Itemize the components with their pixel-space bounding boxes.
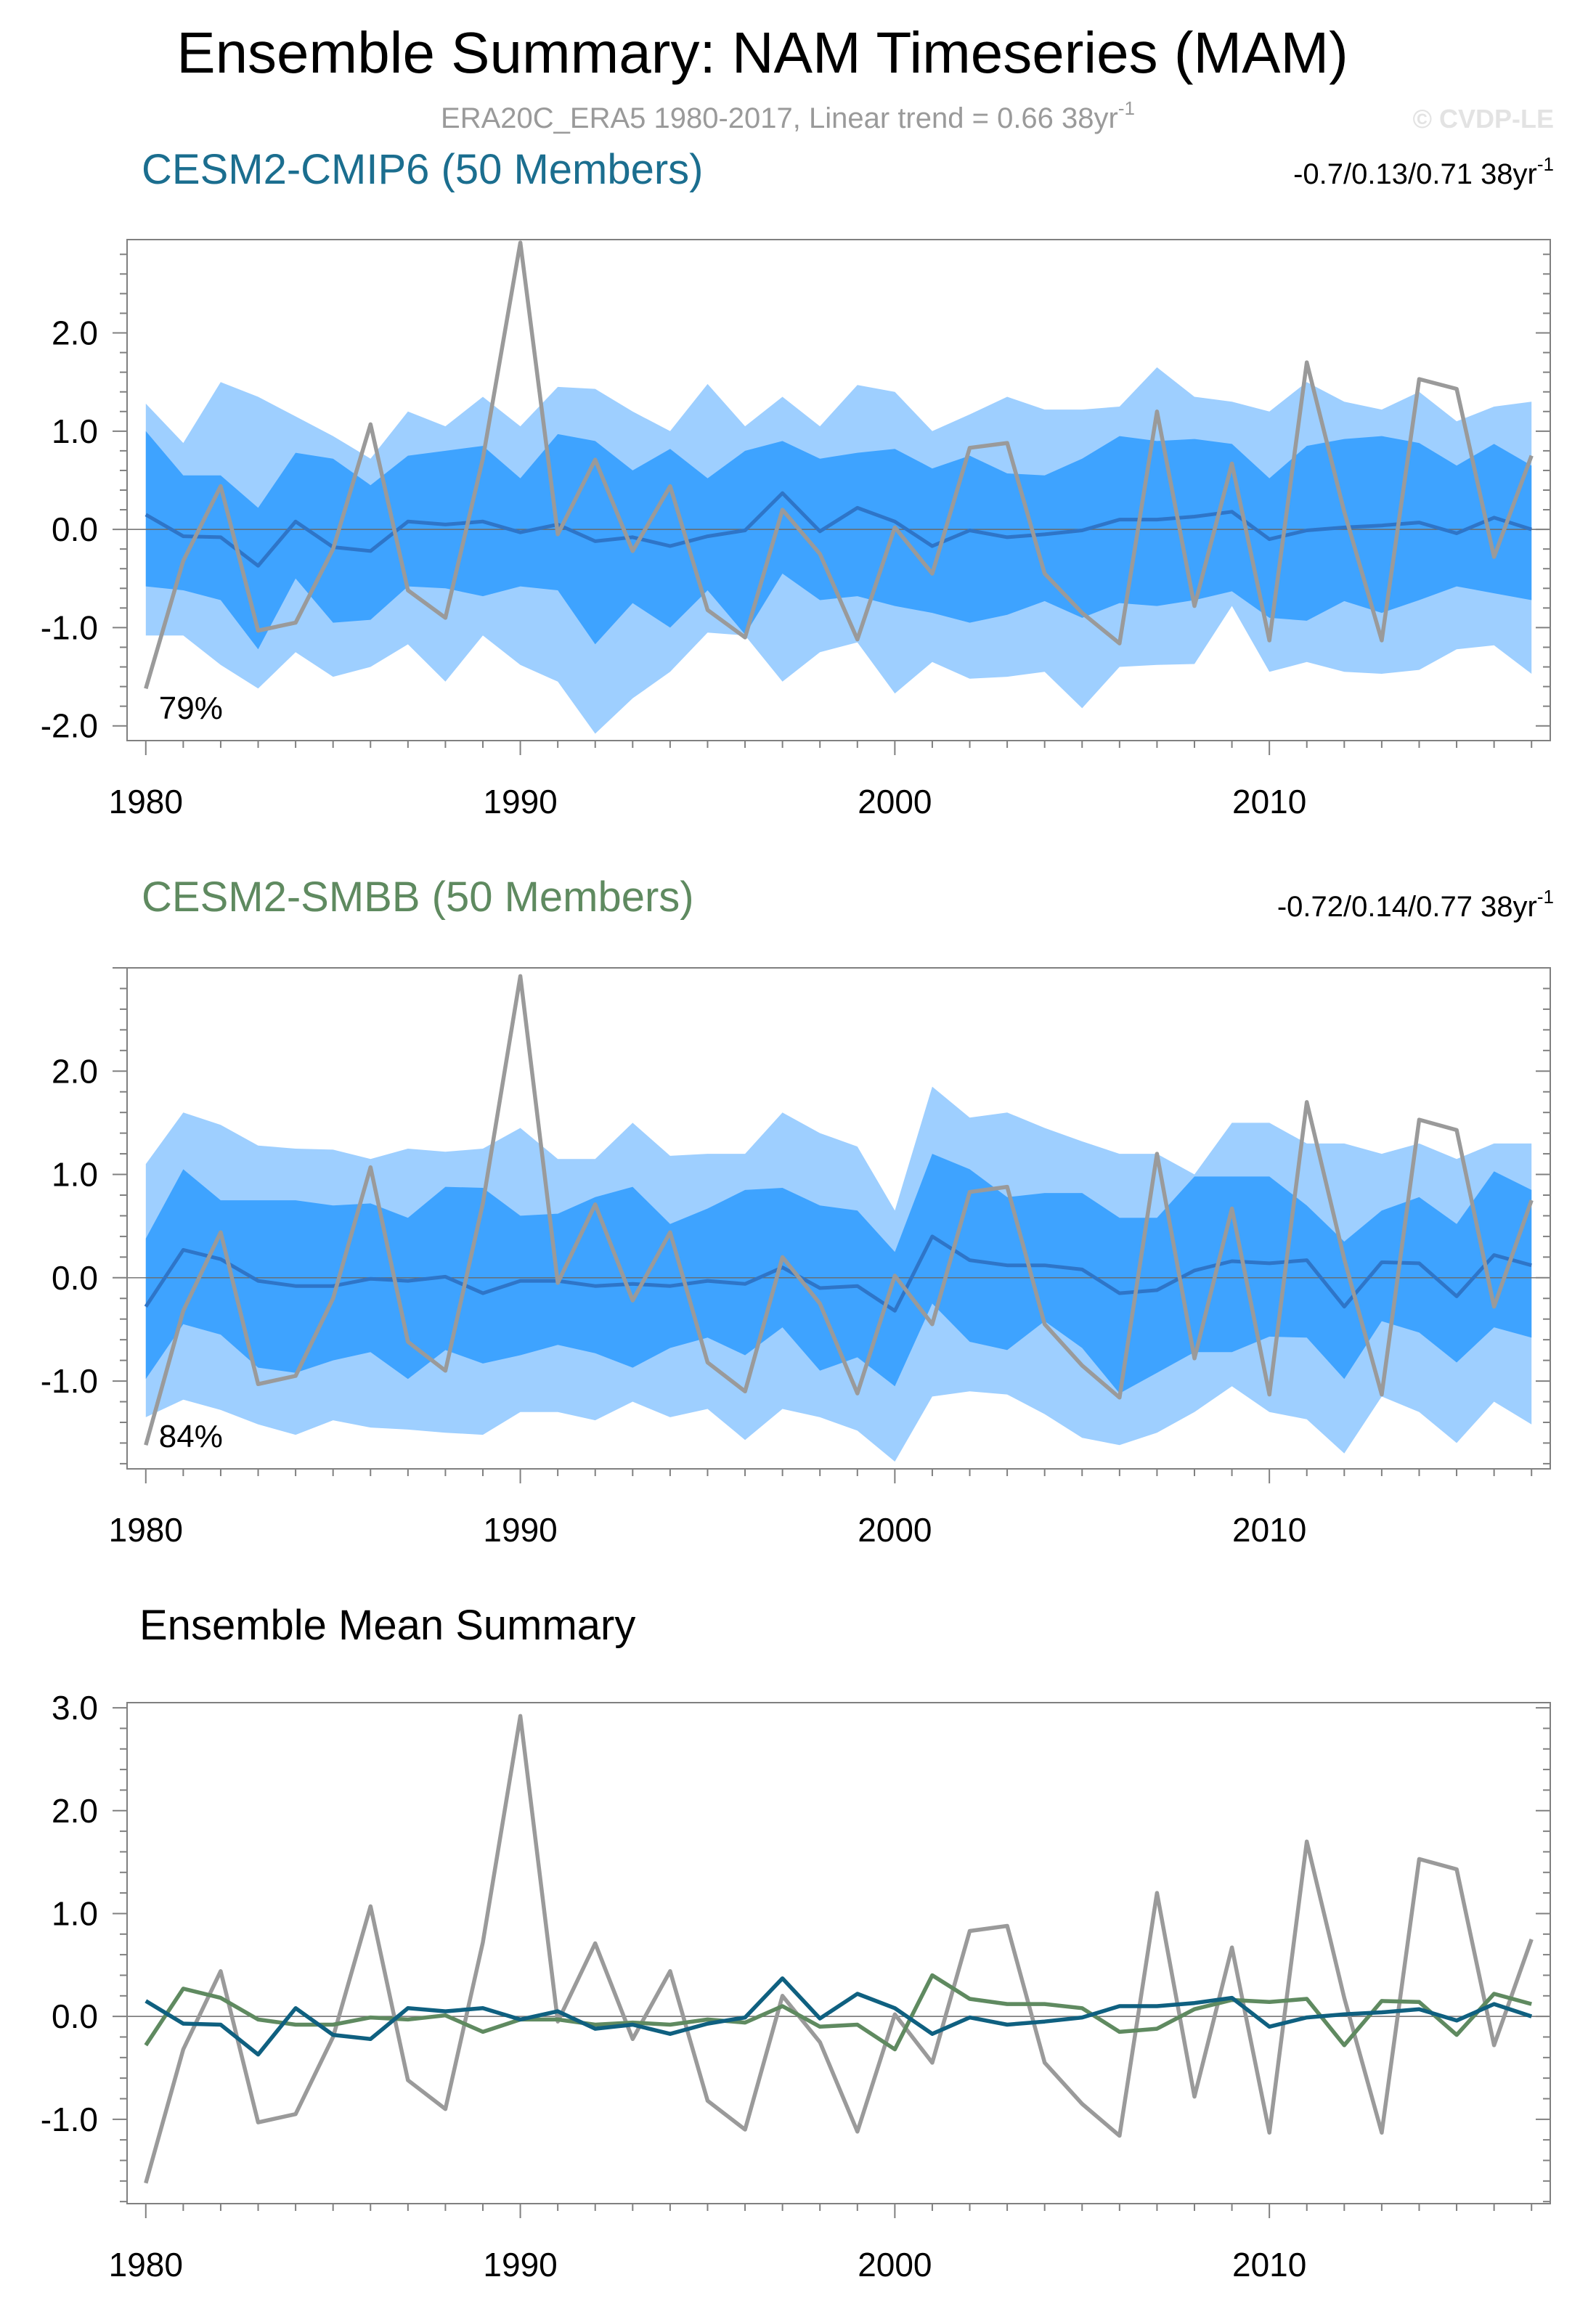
y-tick-label: 0.0 [52,510,98,548]
panel-title-cmip6: CESM2-CMIP6 (50 Members) [142,146,703,193]
trend-text-cmip6: -0.7/0.13/0.71 38yr [1293,158,1537,190]
panel-cesm2-smbb: CESM2-SMBB (50 Members) -0.72/0.14/0.77 … [41,873,1554,1549]
x-tick-label: 2010 [1232,2246,1306,2284]
x-tick-label: 1990 [483,1511,557,1549]
x-tick-label: 1980 [109,1511,183,1549]
observation-line [144,974,1534,1446]
y-tick-label: -1.0 [41,608,98,646]
trend-label-smbb: -0.72/0.14/0.77 38yr-1 [1277,886,1554,923]
x-tick-label: 2010 [1232,783,1306,820]
cvdp-le-watermark: © CVDP-LE [1412,104,1554,134]
ensemble-mean-line [144,491,1532,568]
panel-cesm2-cmip6: CESM2-CMIP6 (50 Members) -0.7/0.13/0.71 … [41,146,1554,820]
trend-superscript-cmip6: -1 [1537,153,1554,175]
y-tick-label: -1.0 [41,2101,98,2138]
observation-line [144,240,1534,690]
x-tick-label: 2010 [1232,1511,1306,1549]
x-tick-label: 1980 [109,2246,183,2284]
x-tick-label: 1990 [483,783,557,820]
plot-frame [126,967,1551,1470]
ensemble-mean-line [144,1234,1532,1313]
y-tick-label: 1.0 [52,1894,98,1932]
y-tick-label: 1.0 [52,1156,98,1194]
y-tick-label: 3.0 [52,1689,98,1727]
inner-spread-band [145,431,1532,650]
trend-superscript-smbb: -1 [1537,886,1554,908]
panel-ensemble-mean-summary: Ensemble Mean Summary 1980 1990 2000 2010 3.… [41,1602,1551,2284]
trend-label-cmip6: -0.7/0.13/0.71 38yr-1 [1293,153,1554,190]
y-tick-label: 0.0 [52,1259,98,1297]
y-tick-label: -1.0 [41,1362,98,1400]
smbb-mean-line [144,1973,1532,2052]
observation-line [144,1714,1534,2184]
x-tick-label: 2000 [858,2246,932,2284]
y-tick-label: -2.0 [41,707,98,745]
panel-title-smbb: CESM2-SMBB (50 Members) [142,873,694,921]
percent-label: 84% [159,1419,223,1454]
y-tick-label: 2.0 [52,1052,98,1090]
y-tick-label: 2.0 [52,314,98,352]
trend-text-smbb: -0.72/0.14/0.77 38yr [1277,891,1537,923]
percent-label: 79% [159,690,223,726]
y-tick-label: 1.0 [52,412,98,450]
cmip6-mean-line [144,1976,1533,2057]
subtitle-superscript: -1 [1118,97,1135,119]
figure-title: Ensemble Summary: NAM Timeseries (MAM) [176,20,1348,85]
panel-title-summary: Ensemble Mean Summary [139,1602,635,1649]
x-tick-label: 2000 [858,1511,932,1549]
x-tick-label: 1990 [483,2246,557,2284]
figure-subtitle: ERA20C_ERA5 1980-2017, Linear trend = 0.… [441,97,1135,134]
x-tick-label: 2000 [858,783,932,820]
y-tick-label: 0.0 [52,1997,98,2035]
inner-spread-band [145,1154,1532,1394]
plot-frame [126,1702,1551,2204]
y-tick-label: 2.0 [52,1792,98,1830]
x-tick-label: 1980 [109,783,183,820]
subtitle-text: ERA20C_ERA5 1980-2017, Linear trend = 0.… [441,102,1118,134]
